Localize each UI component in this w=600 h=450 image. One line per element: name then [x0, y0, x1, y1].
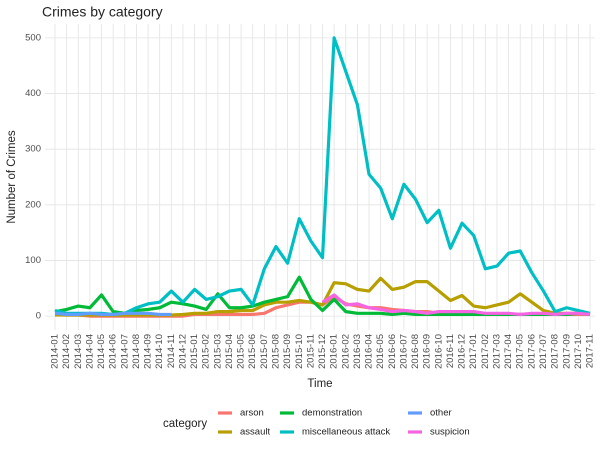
x-tick-label: 2015-05 — [236, 334, 247, 369]
legend-label: suspicion — [430, 427, 470, 438]
x-tick-label: 2016-10 — [433, 334, 444, 369]
x-tick-label: 2014-01 — [50, 334, 61, 369]
y-tick-label: 500 — [25, 32, 41, 43]
y-tick-label: 400 — [25, 88, 41, 99]
series-line — [55, 276, 591, 317]
y-tick-label: 300 — [25, 144, 41, 155]
x-tick-label: 2015-09 — [282, 334, 293, 369]
y-axis-title: Number of Crimes — [6, 130, 18, 224]
x-tick-label: 2017-05 — [515, 334, 526, 369]
x-tick-label: 2014-02 — [61, 334, 72, 369]
x-tick-label: 2017-11 — [585, 334, 596, 368]
x-tick-label: 2014-06 — [108, 334, 119, 369]
x-tick-label: 2015-03 — [212, 334, 223, 369]
x-tick-label: 2017-08 — [550, 334, 561, 369]
x-tick-label: 2017-06 — [526, 334, 537, 369]
x-axis-title: Time — [307, 378, 332, 390]
legend-label: other — [430, 408, 452, 419]
x-tick-label: 2015-11 — [305, 334, 316, 368]
x-tick-label: 2014-11 — [166, 334, 177, 368]
x-tick-label: 2014-04 — [84, 334, 95, 369]
x-tick-label: 2014-10 — [154, 334, 165, 369]
x-tick-label: 2016-04 — [364, 334, 375, 369]
legend-label: demonstration — [302, 408, 362, 419]
x-tick-label: 2015-07 — [259, 334, 270, 369]
x-tick-label: 2015-12 — [317, 334, 328, 369]
x-tick-label: 2015-01 — [189, 334, 200, 369]
x-tick-label: 2014-05 — [96, 334, 107, 369]
legend-label: arson — [240, 408, 264, 419]
y-tick-label: 200 — [25, 199, 41, 210]
x-tick-label: 2017-10 — [573, 334, 584, 369]
x-tick-label: 2014-09 — [143, 334, 154, 369]
x-tick-label: 2016-12 — [457, 334, 468, 369]
x-tick-label: 2014-03 — [73, 334, 84, 369]
chart-title: Crimes by category — [42, 4, 163, 20]
x-tick-label: 2015-04 — [224, 334, 235, 369]
x-tick-label: 2016-01 — [329, 334, 340, 369]
x-tick-label: 2017-01 — [468, 334, 479, 369]
x-tick-label: 2014-07 — [119, 334, 130, 369]
series-line — [54, 311, 172, 317]
x-tick-label: 2015-06 — [247, 334, 258, 369]
x-tick-label: 2017-09 — [561, 334, 572, 369]
x-tick-label: 2017-07 — [538, 334, 549, 369]
x-tick-label: 2014-12 — [177, 334, 188, 369]
x-tick-label: 2016-06 — [387, 334, 398, 369]
y-tick-label: 0 — [36, 311, 41, 322]
x-tick-label: 2015-08 — [270, 334, 281, 369]
y-tick-label: 100 — [25, 255, 41, 266]
legend-title: category — [163, 418, 207, 430]
x-tick-label: 2017-03 — [491, 334, 502, 369]
series-line — [321, 293, 591, 317]
legend-label: miscellaneous attack — [302, 427, 390, 438]
x-tick-label: 2015-02 — [201, 334, 212, 369]
x-tick-label: 2016-02 — [340, 334, 351, 369]
x-tick-label: 2016-03 — [352, 334, 363, 369]
x-tick-label: 2016-05 — [375, 334, 386, 369]
series-line — [54, 36, 591, 317]
x-tick-label: 2016-08 — [410, 334, 421, 369]
x-tick-label: 2014-08 — [131, 334, 142, 369]
x-tick-label: 2017-04 — [503, 334, 514, 369]
x-tick-label: 2016-11 — [445, 334, 456, 368]
x-tick-label: 2015-10 — [294, 334, 305, 369]
x-tick-label: 2016-09 — [422, 334, 433, 369]
x-tick-label: 2016-07 — [398, 334, 409, 369]
x-tick-label: 2017-02 — [480, 334, 491, 369]
legend-label: assault — [240, 427, 270, 438]
